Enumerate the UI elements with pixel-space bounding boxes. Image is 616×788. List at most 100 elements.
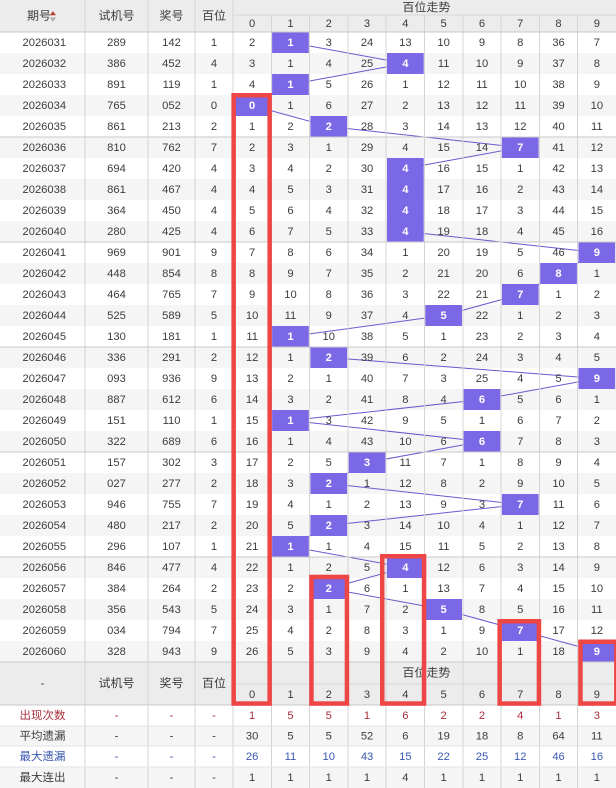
svg-text:5: 5 (402, 331, 408, 343)
svg-text:1: 1 (594, 268, 600, 280)
svg-text:39: 39 (552, 100, 564, 112)
svg-text:2026033: 2026033 (23, 79, 67, 91)
svg-text:13: 13 (246, 373, 258, 385)
svg-text:5: 5 (555, 373, 561, 385)
svg-text:18: 18 (552, 646, 564, 658)
svg-text:1: 1 (517, 772, 523, 784)
svg-text:9: 9 (594, 562, 600, 574)
svg-text:16: 16 (437, 163, 449, 175)
svg-text:15: 15 (399, 541, 411, 553)
svg-text:2: 2 (211, 352, 217, 364)
svg-text:3: 3 (594, 310, 600, 322)
svg-text:2026038: 2026038 (23, 184, 67, 196)
svg-text:9: 9 (517, 58, 523, 70)
svg-text:6: 6 (211, 394, 217, 406)
svg-text:7: 7 (364, 604, 370, 616)
svg-text:1: 1 (326, 142, 332, 154)
svg-text:943: 943 (162, 646, 181, 658)
svg-text:264: 264 (162, 583, 181, 595)
svg-text:213: 213 (162, 121, 181, 133)
svg-text:2026057: 2026057 (23, 583, 67, 595)
svg-text:16: 16 (552, 604, 564, 616)
svg-text:3: 3 (364, 18, 370, 30)
svg-text:30: 30 (361, 163, 373, 175)
svg-text:25: 25 (246, 625, 258, 637)
svg-text:762: 762 (162, 142, 181, 154)
svg-text:854: 854 (162, 268, 181, 280)
svg-text:5: 5 (249, 205, 255, 217)
svg-text:887: 887 (107, 394, 126, 406)
svg-text:6: 6 (479, 689, 485, 701)
svg-text:2: 2 (287, 121, 293, 133)
svg-text:4: 4 (479, 520, 485, 532)
svg-text:13: 13 (437, 100, 449, 112)
svg-text:8: 8 (555, 268, 561, 280)
svg-text:10: 10 (476, 58, 488, 70)
svg-text:7: 7 (211, 625, 217, 637)
svg-text:1: 1 (287, 415, 293, 427)
svg-text:1: 1 (287, 541, 293, 553)
svg-text:12: 12 (514, 751, 526, 763)
svg-text:4: 4 (364, 541, 370, 553)
svg-text:280: 280 (107, 226, 126, 238)
svg-text:11: 11 (591, 121, 603, 133)
svg-text:9: 9 (402, 415, 408, 427)
svg-text:9: 9 (555, 457, 561, 469)
svg-text:1: 1 (287, 562, 293, 574)
svg-text:2: 2 (211, 121, 217, 133)
svg-text:5: 5 (287, 731, 293, 743)
svg-text:142: 142 (162, 37, 181, 49)
svg-text:119: 119 (163, 79, 181, 91)
svg-text:8: 8 (555, 436, 561, 448)
svg-text:5: 5 (517, 604, 523, 616)
svg-text:7: 7 (402, 373, 408, 385)
svg-text:2: 2 (326, 625, 332, 637)
svg-text:64: 64 (552, 731, 564, 743)
svg-text:5: 5 (517, 394, 523, 406)
svg-text:2026032: 2026032 (23, 58, 67, 70)
svg-text:3: 3 (211, 457, 217, 469)
svg-text:3: 3 (594, 436, 600, 448)
svg-text:1: 1 (249, 121, 255, 133)
svg-text:8: 8 (441, 478, 447, 490)
svg-text:448: 448 (107, 268, 126, 280)
svg-text:6: 6 (211, 436, 217, 448)
svg-text:946: 946 (107, 499, 126, 511)
svg-text:20: 20 (246, 520, 258, 532)
svg-text:16: 16 (246, 436, 258, 448)
svg-text:861: 861 (107, 184, 126, 196)
svg-text:6: 6 (326, 247, 332, 259)
svg-text:2: 2 (326, 562, 332, 574)
svg-text:5: 5 (441, 415, 447, 427)
svg-text:11: 11 (246, 331, 258, 343)
svg-text:21: 21 (246, 541, 258, 553)
svg-text:4: 4 (249, 184, 255, 196)
svg-text:12: 12 (552, 520, 564, 532)
svg-text:14: 14 (437, 121, 449, 133)
svg-text:1: 1 (287, 436, 293, 448)
svg-text:1: 1 (211, 37, 217, 49)
svg-text:3: 3 (479, 499, 485, 511)
svg-text:39: 39 (361, 352, 373, 364)
svg-text:4: 4 (402, 646, 408, 658)
svg-text:1: 1 (479, 457, 485, 469)
svg-text:13: 13 (437, 583, 449, 595)
svg-text:034: 034 (107, 625, 126, 637)
svg-text:157: 157 (107, 457, 126, 469)
svg-text:1: 1 (287, 689, 293, 701)
svg-text:7: 7 (441, 457, 447, 469)
svg-text:1: 1 (555, 289, 561, 301)
svg-text:5: 5 (287, 184, 293, 196)
svg-text:1: 1 (402, 247, 408, 259)
svg-text:19: 19 (246, 499, 258, 511)
svg-text:13: 13 (476, 121, 488, 133)
svg-text:1: 1 (211, 79, 217, 91)
svg-text:1: 1 (287, 772, 293, 784)
svg-text:1: 1 (555, 710, 561, 722)
svg-text:37: 37 (361, 310, 373, 322)
svg-text:7: 7 (555, 415, 561, 427)
svg-text:-: - (170, 731, 174, 743)
svg-text:4: 4 (517, 583, 523, 595)
svg-text:6: 6 (402, 731, 408, 743)
svg-text:22: 22 (476, 310, 488, 322)
